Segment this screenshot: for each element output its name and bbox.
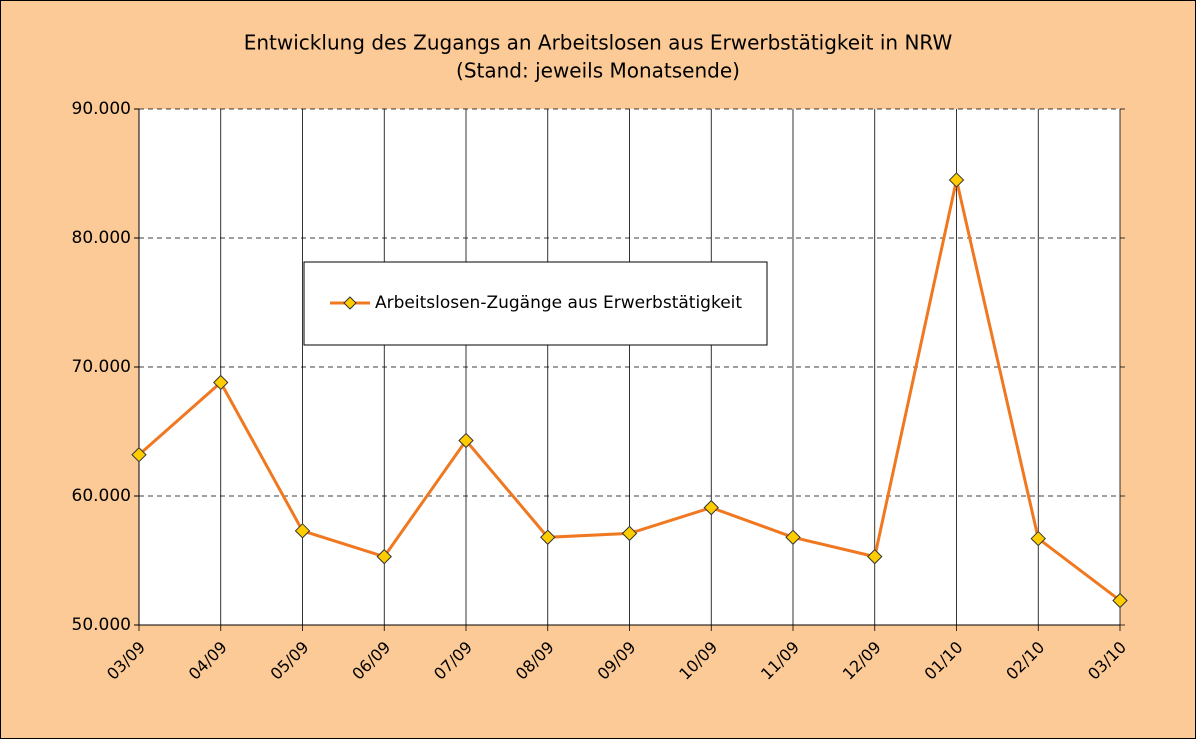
data-point	[948, 172, 965, 188]
y-tick-label: 90.000	[72, 99, 131, 119]
data-point	[621, 525, 638, 542]
y-tick-label: 70.000	[72, 357, 131, 377]
y-tick-label: 80.000	[72, 228, 131, 248]
legend-label: Arbeitslosen-Zugänge aus Erwerbstätigkei…	[375, 293, 742, 313]
data-point	[785, 529, 801, 545]
data-point	[458, 432, 474, 449]
data-point	[213, 374, 229, 391]
data-point	[703, 499, 719, 516]
y-tick-label: 60.000	[72, 486, 131, 506]
data-point	[376, 548, 392, 565]
data-point	[1030, 530, 1046, 547]
chart-title: Entwicklung des Zugangs an Arbeitslosen …	[244, 31, 953, 55]
data-point	[540, 529, 556, 545]
data-point	[1112, 592, 1128, 609]
legend	[303, 261, 768, 346]
legend-marker	[343, 296, 357, 310]
data-point	[131, 447, 147, 463]
chart-subtitle: (Stand: jeweils Monatsende)	[456, 59, 740, 83]
y-tick-label: 50.000	[72, 615, 131, 635]
data-point	[867, 548, 883, 565]
data-point	[294, 523, 311, 539]
